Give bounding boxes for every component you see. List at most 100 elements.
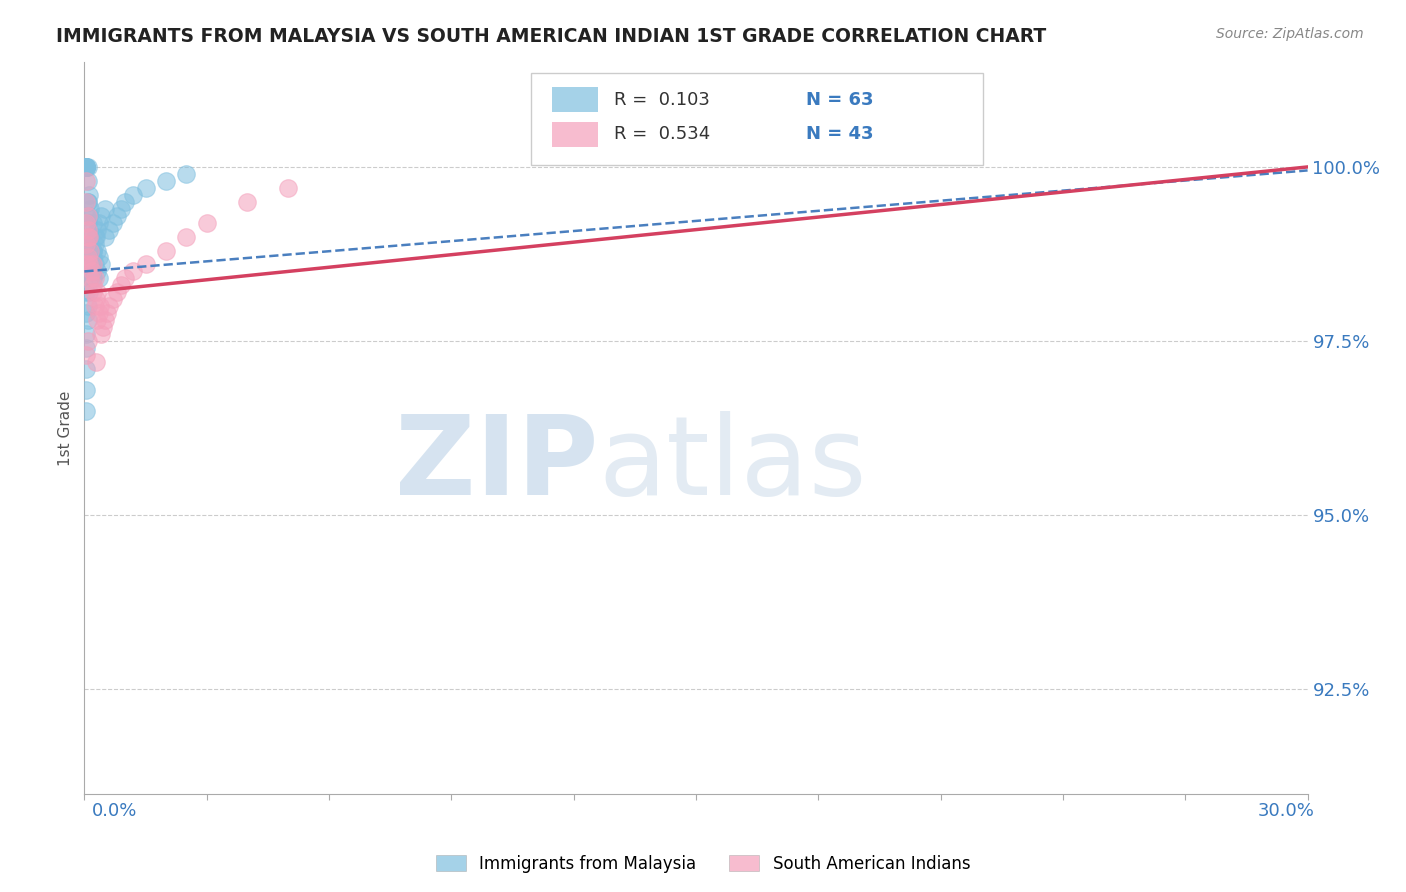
Point [79, 257, 101, 271]
Point [82, 285, 104, 300]
Point [80, 264, 103, 278]
Text: Source: ZipAtlas.com: Source: ZipAtlas.com [1216, 27, 1364, 41]
Point [110, 278, 132, 293]
Point [90, 327, 112, 342]
Point [75, 160, 97, 174]
Point [76, 313, 98, 327]
Point [75, 160, 97, 174]
Point [76, 194, 98, 209]
Text: R =  0.534: R = 0.534 [614, 125, 710, 143]
Point [75, 160, 97, 174]
Point [76, 209, 98, 223]
Point [77, 174, 100, 188]
Text: 30.0%: 30.0% [1258, 802, 1315, 820]
Point [77, 285, 100, 300]
Point [77, 222, 100, 236]
Point [174, 229, 197, 244]
Point [82, 244, 104, 258]
Point [195, 216, 218, 230]
Point [135, 181, 157, 195]
Point [83, 236, 105, 251]
Point [82, 278, 104, 293]
Point [75, 209, 97, 223]
Point [75, 257, 97, 271]
Point [77, 194, 100, 209]
Point [114, 194, 136, 209]
Point [93, 229, 115, 244]
Point [84, 229, 107, 244]
Text: R =  0.103: R = 0.103 [614, 91, 710, 109]
Point [76, 334, 98, 348]
Point [83, 229, 105, 244]
Point [277, 181, 299, 195]
Point [135, 257, 157, 271]
Point [105, 285, 128, 300]
Point [93, 313, 115, 327]
Point [75, 348, 97, 362]
Point [77, 229, 100, 244]
Point [75, 306, 97, 320]
Point [97, 222, 120, 236]
Point [76, 160, 98, 174]
Point [75, 160, 97, 174]
Point [75, 383, 97, 397]
Point [79, 271, 101, 285]
Point [77, 209, 100, 223]
Point [86, 285, 108, 300]
Point [75, 160, 97, 174]
Point [82, 216, 104, 230]
Point [83, 257, 105, 271]
Point [82, 271, 104, 285]
Point [75, 327, 97, 342]
Point [84, 293, 107, 307]
Point [79, 229, 101, 244]
FancyBboxPatch shape [531, 73, 983, 165]
Text: N = 63: N = 63 [806, 91, 873, 109]
Point [77, 299, 100, 313]
Point [80, 264, 103, 278]
Point [79, 202, 101, 216]
Point [75, 341, 97, 355]
FancyBboxPatch shape [551, 121, 598, 146]
Point [82, 244, 104, 258]
Point [77, 236, 100, 251]
Point [114, 271, 136, 285]
Text: 0.0%: 0.0% [91, 802, 136, 820]
Point [110, 202, 132, 216]
Point [90, 209, 112, 223]
Point [236, 194, 259, 209]
Point [75, 194, 97, 209]
Point [75, 236, 97, 251]
Text: N = 43: N = 43 [806, 125, 873, 143]
Point [75, 160, 97, 174]
Point [83, 271, 105, 285]
Point [75, 285, 97, 300]
Point [75, 244, 97, 258]
Point [86, 313, 108, 327]
Text: atlas: atlas [598, 411, 866, 518]
Point [75, 264, 97, 278]
Text: ZIP: ZIP [395, 411, 598, 518]
Text: IMMIGRANTS FROM MALAYSIA VS SOUTH AMERICAN INDIAN 1ST GRADE CORRELATION CHART: IMMIGRANTS FROM MALAYSIA VS SOUTH AMERIC… [56, 27, 1046, 45]
FancyBboxPatch shape [551, 87, 598, 112]
Legend: Immigrants from Malaysia, South American Indians: Immigrants from Malaysia, South American… [429, 848, 977, 880]
Point [83, 299, 105, 313]
Point [79, 244, 101, 258]
Point [89, 299, 111, 313]
Point [155, 174, 177, 188]
Point [82, 251, 104, 265]
Point [87, 216, 110, 230]
Point [77, 257, 100, 271]
Point [174, 167, 197, 181]
Point [96, 306, 118, 320]
Point [101, 293, 124, 307]
Point [91, 320, 114, 334]
Point [75, 362, 97, 376]
Point [122, 187, 145, 202]
Point [122, 264, 145, 278]
Point [76, 229, 98, 244]
Point [87, 251, 110, 265]
Point [75, 216, 97, 230]
Point [155, 244, 177, 258]
Point [90, 257, 112, 271]
